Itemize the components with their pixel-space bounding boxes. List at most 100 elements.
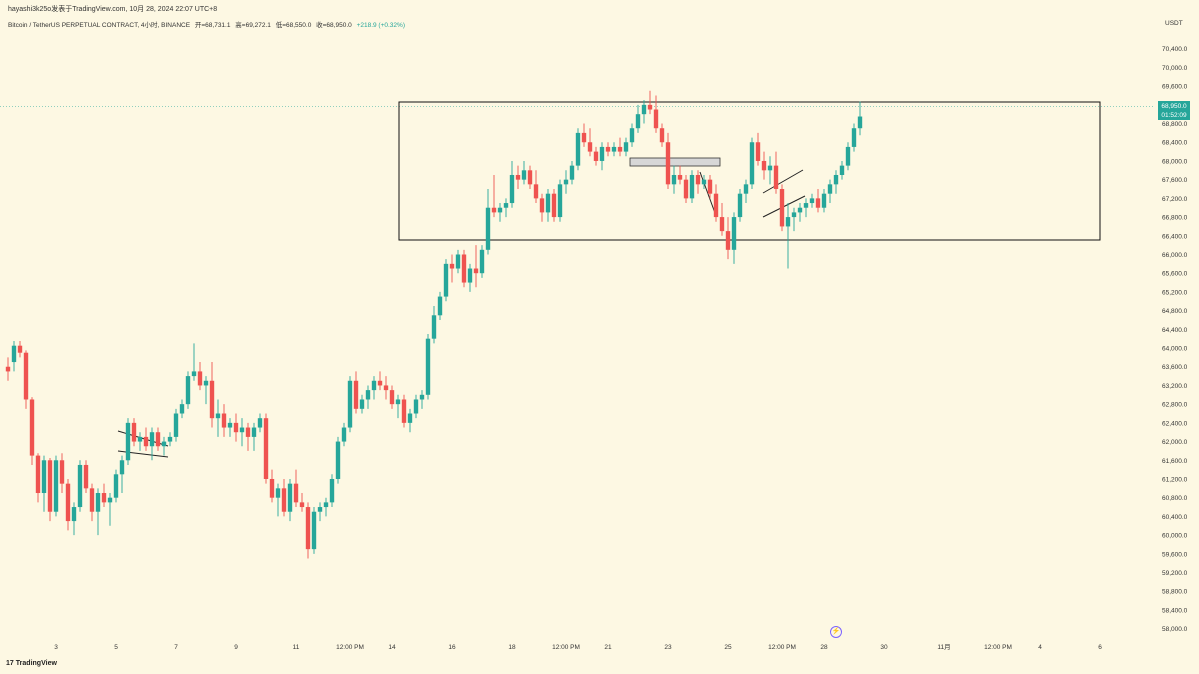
candle (527, 165, 533, 190)
candle (737, 189, 743, 222)
candle-body (707, 179, 713, 194)
candle-body (329, 478, 335, 503)
candle-body (773, 165, 779, 190)
candle (767, 156, 773, 185)
x-tick-label: 12:00 PM (984, 644, 1012, 651)
candle-body (527, 170, 533, 185)
candle (815, 189, 821, 213)
y-tick-label: 67,600.0 (1162, 177, 1188, 184)
candle (461, 249, 467, 288)
candle-body (569, 165, 575, 180)
candle-body (101, 493, 107, 503)
candle-body (815, 198, 821, 208)
ohlc-change: +218.9 (+0.32%) (356, 22, 405, 29)
candle-body (293, 483, 299, 503)
candle-body (407, 413, 413, 423)
candle-body (323, 502, 329, 508)
candle (623, 137, 629, 157)
candle (779, 184, 785, 232)
candle (581, 123, 587, 147)
candle (857, 101, 863, 136)
candle (563, 170, 569, 194)
candle (35, 453, 41, 503)
candle-body (215, 413, 221, 419)
candle-body (335, 441, 341, 479)
y-tick-label: 70,000.0 (1162, 65, 1188, 72)
candle (119, 455, 125, 494)
candle (149, 427, 155, 461)
candle-body (551, 193, 557, 218)
candle-body (449, 263, 455, 269)
candle (797, 203, 803, 222)
candle-body (5, 366, 11, 372)
candles (5, 90, 863, 559)
candle (317, 502, 323, 522)
candle (209, 362, 215, 428)
candle-body (227, 422, 233, 428)
y-tick-label: 70,400.0 (1162, 46, 1188, 53)
candle (701, 174, 707, 190)
candle-body (485, 207, 491, 250)
candle-body (671, 174, 677, 185)
candle-body (533, 184, 539, 199)
candle (65, 478, 71, 531)
candle (275, 483, 281, 517)
candle (407, 408, 413, 433)
candle (839, 160, 845, 180)
candle (113, 469, 119, 503)
lightning-icon[interactable]: ⚡ (830, 626, 842, 638)
candle (683, 174, 689, 204)
x-tick-label: 21 (604, 644, 612, 651)
candle-body (599, 146, 605, 161)
candle-body (743, 184, 749, 194)
candle (125, 418, 131, 465)
candle-body (161, 441, 167, 447)
candle (245, 422, 251, 451)
candle (11, 341, 17, 372)
candle (17, 341, 23, 358)
candle-body (437, 296, 443, 316)
candle-body (107, 497, 113, 503)
candle-body (191, 371, 197, 377)
candle (233, 413, 239, 442)
candle (845, 142, 851, 171)
candle-body (251, 427, 257, 437)
y-tick-label: 67,200.0 (1162, 196, 1188, 203)
candle-body (143, 436, 149, 447)
y-tick-label: 68,400.0 (1162, 140, 1188, 147)
candle (641, 100, 647, 124)
x-tick-label: 25 (724, 644, 732, 651)
candle-body (209, 380, 215, 419)
candle (725, 217, 731, 260)
candle (281, 478, 287, 517)
x-tick-label: 5 (114, 644, 118, 651)
y-tick-label: 63,600.0 (1162, 364, 1188, 371)
candle-body (245, 427, 251, 437)
candle (605, 142, 611, 157)
y-tick-label: 61,200.0 (1162, 476, 1188, 483)
candle-body (425, 338, 431, 395)
candle (677, 165, 683, 185)
candle (335, 436, 341, 484)
x-tick-label: 6 (1098, 644, 1102, 651)
candle (257, 413, 263, 433)
candle (359, 394, 365, 414)
candle (89, 483, 95, 522)
candle (731, 212, 737, 264)
symbol-name[interactable]: Bitcoin / TetherUS PERPETUAL CONTRACT, 4… (8, 22, 191, 29)
candle (455, 249, 461, 274)
tradingview-logo[interactable]: 17 TradingView (6, 660, 57, 667)
candle (491, 174, 497, 218)
candle-body (755, 142, 761, 161)
triangle-pattern-left (117, 430, 169, 458)
candle-body (359, 399, 365, 409)
candle-body (155, 432, 161, 447)
candle-body (473, 268, 479, 274)
candle (437, 291, 443, 320)
candle-body (281, 488, 287, 512)
candle-body (287, 483, 293, 512)
symbol-legend: Bitcoin / TetherUS PERPETUAL CONTRACT, 4… (8, 19, 408, 29)
candle-body (29, 399, 35, 456)
candle-body (665, 142, 671, 185)
